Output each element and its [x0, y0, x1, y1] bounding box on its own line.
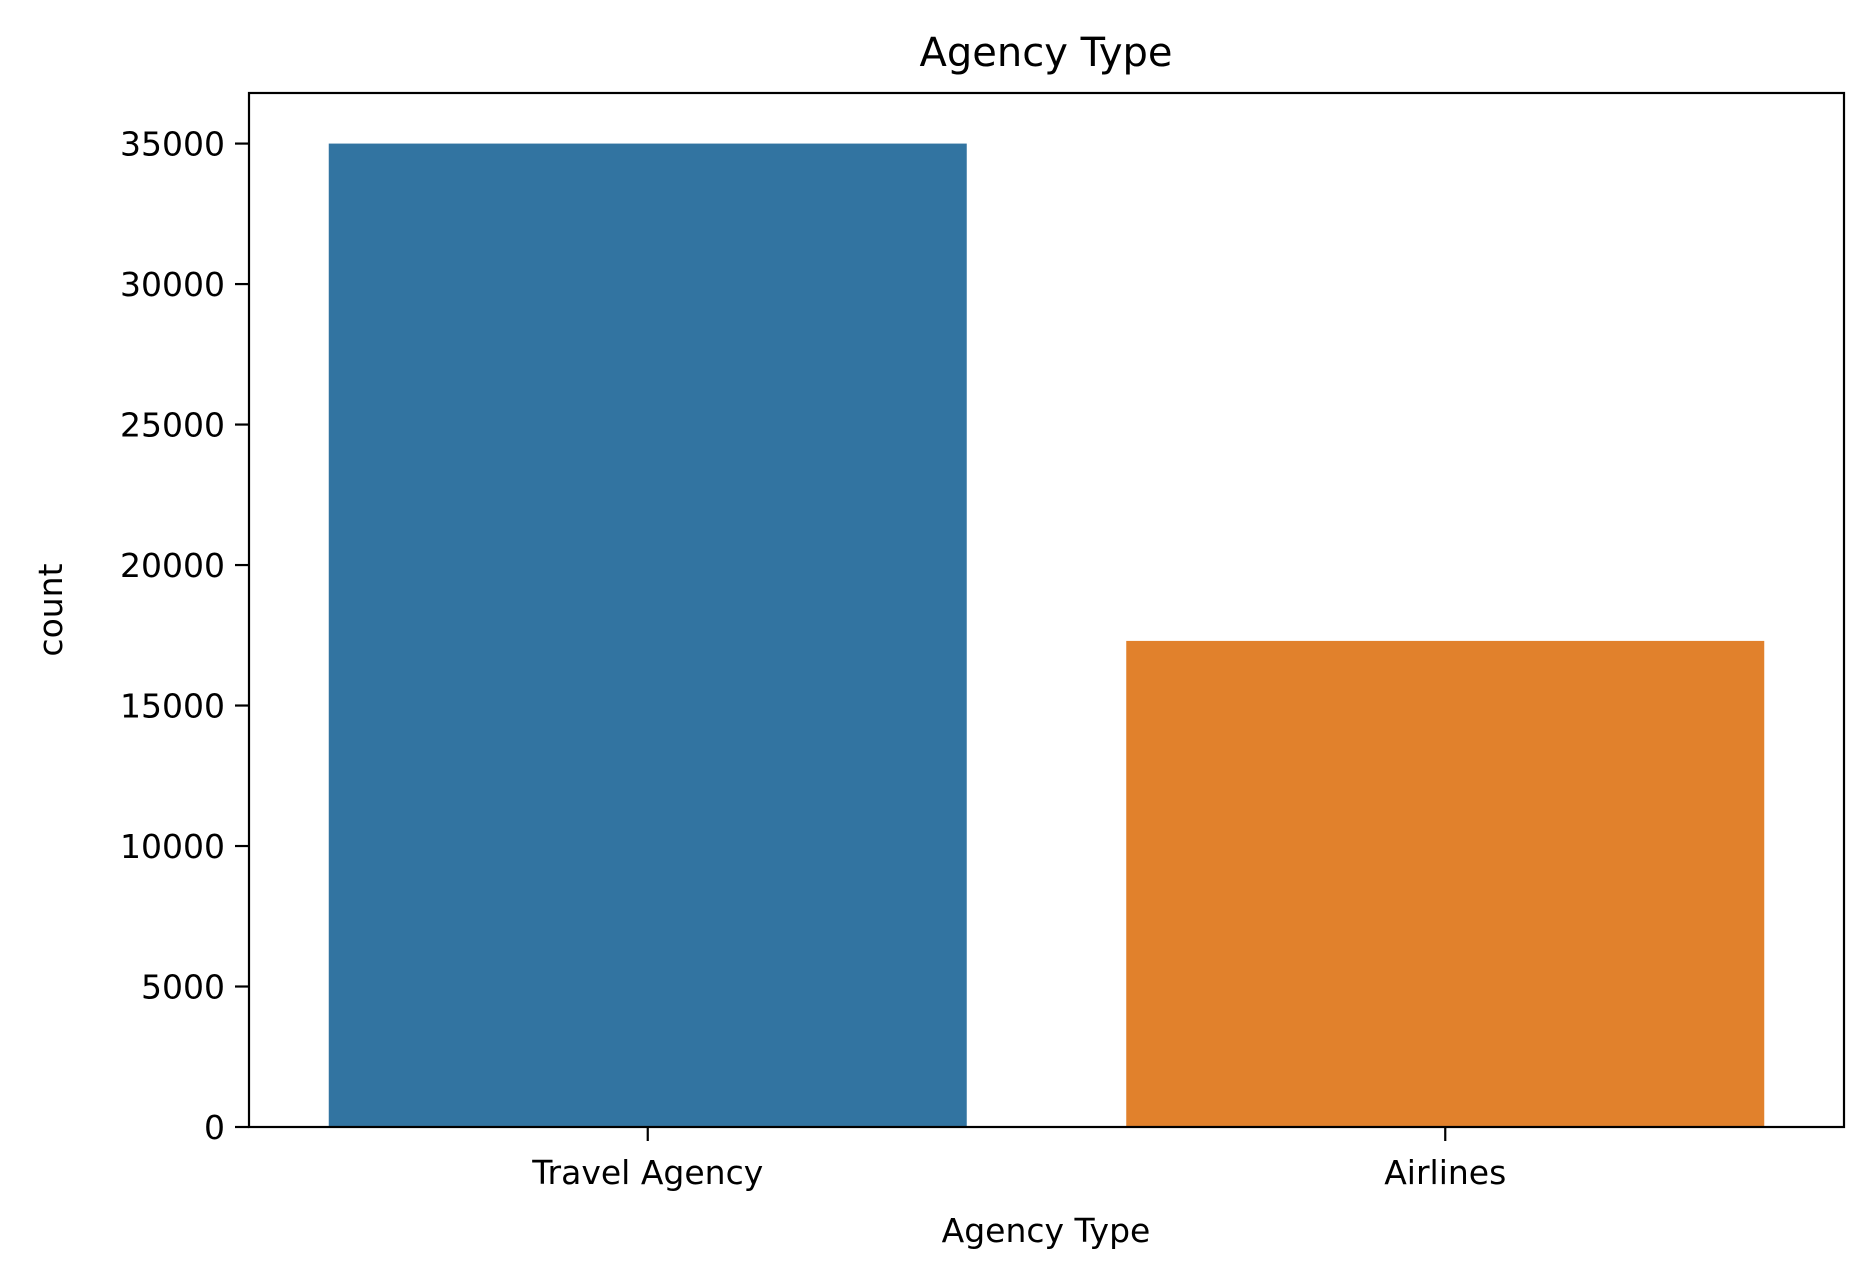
plot-frame: [247, 91, 1846, 1129]
bar-travel-agency: [328, 143, 967, 1128]
x-axis-label: Agency Type: [942, 1211, 1151, 1250]
y-axis-label: count: [31, 563, 70, 656]
y-tick-label: 0: [204, 1108, 225, 1147]
y-tick-label: 10000: [120, 827, 225, 866]
y-tick-label: 35000: [120, 125, 225, 164]
chart-title: Agency Type: [920, 30, 1173, 76]
y-tick-label: 15000: [120, 687, 225, 726]
bar-airlines: [1126, 640, 1765, 1127]
bars-group: [328, 143, 1765, 1128]
y-axis-ticks: 0 5000 10000 15000 20000 25000 30000 35000: [120, 125, 249, 1147]
y-tick-label: 5000: [141, 968, 225, 1007]
x-tick-label: Airlines: [1384, 1153, 1506, 1192]
x-tick-label: Travel Agency: [531, 1153, 763, 1192]
x-axis-ticks: Travel Agency Airlines: [531, 1127, 1506, 1192]
y-tick-label: 25000: [120, 406, 225, 445]
y-tick-label: 30000: [120, 265, 225, 304]
y-tick-label: 20000: [120, 546, 225, 585]
